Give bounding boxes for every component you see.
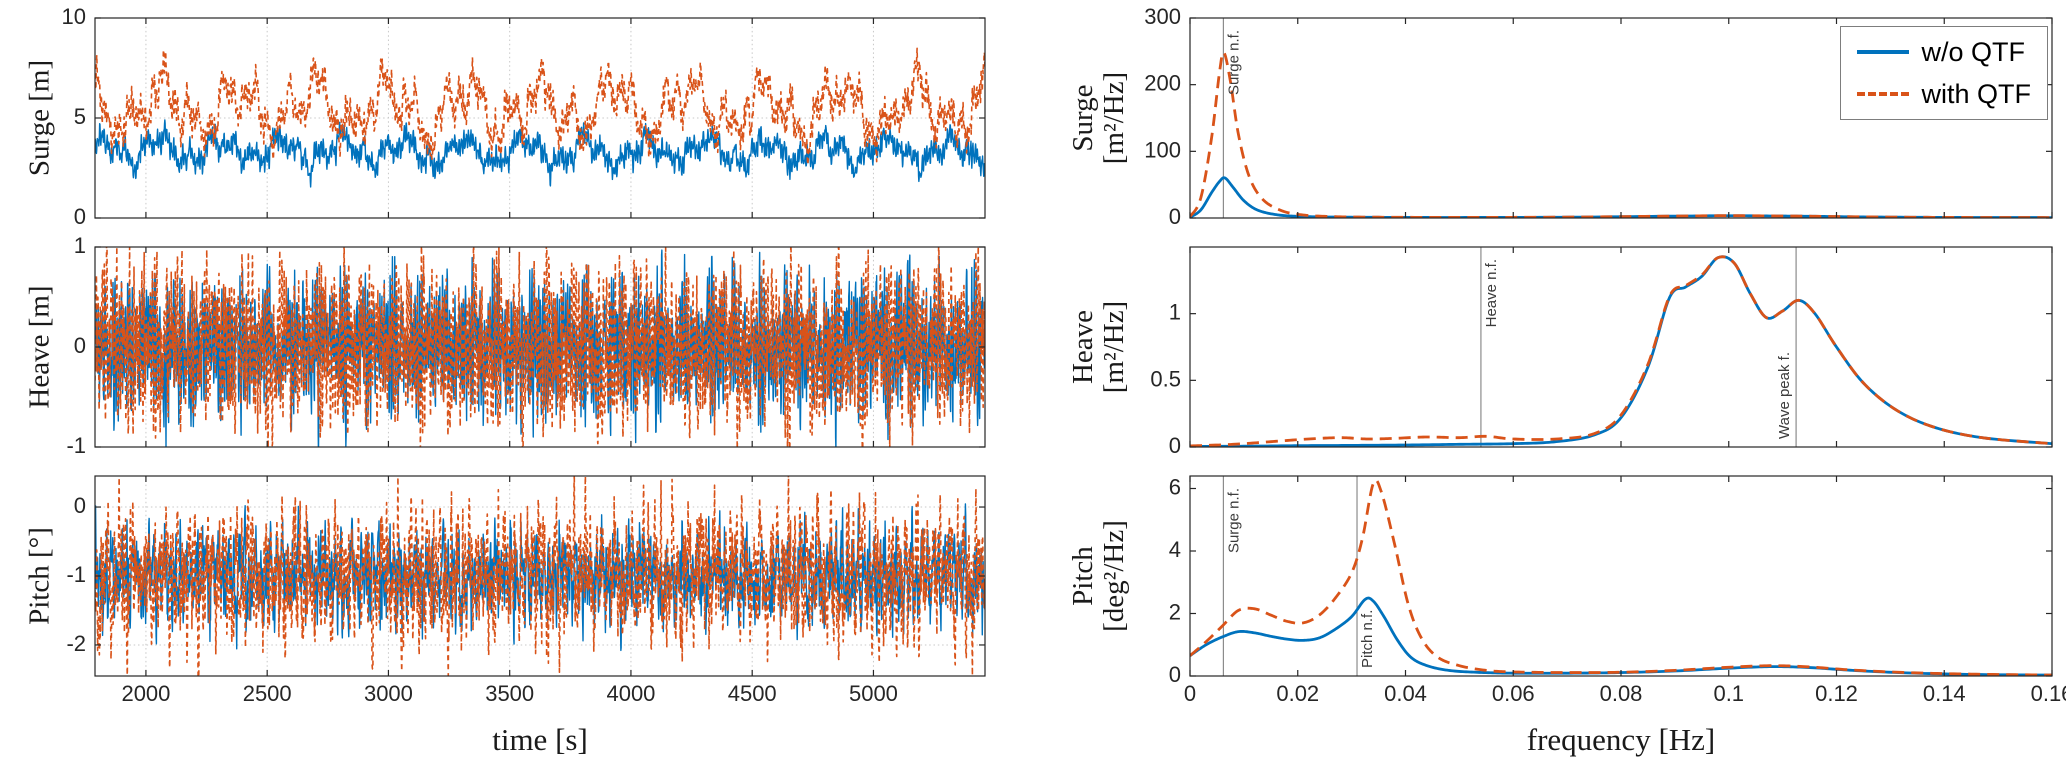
subplot-pitch-spectrum	[1128, 462, 2066, 716]
legend-item-wo-qtf: w/o QTF	[1857, 37, 2031, 67]
ylabel-units: [deg²/Hz]	[1098, 520, 1130, 632]
legend-line-sample-solid	[1857, 50, 1910, 54]
ylabel-text: Heave	[1067, 309, 1099, 385]
ylabel-heave-time: Heave [m]	[23, 285, 56, 409]
ylabel-text: Pitch [°]	[23, 527, 56, 625]
ylabel-heave-spectrum: Heave [m²/Hz]	[1067, 300, 1130, 394]
ylabel-text: Heave [m]	[23, 285, 56, 409]
ylabel-text: Surge [m]	[23, 59, 56, 177]
heave-time-canvas	[33, 233, 999, 461]
ylabel-units: [m²/Hz]	[1098, 71, 1130, 165]
legend-item-with-qtf: with QTF	[1857, 79, 2031, 109]
ylabel-surge-time: Surge [m]	[23, 59, 56, 177]
ylabel-pitch-time: Pitch [°]	[23, 527, 56, 625]
legend-label: w/o QTF	[1921, 37, 2025, 67]
xlabel-time: time [s]	[492, 722, 588, 757]
subplot-surge-time	[33, 4, 999, 232]
pitch-spectrum-canvas	[1128, 462, 2066, 716]
pitch-time-canvas	[33, 462, 999, 716]
surge-time-canvas	[33, 4, 999, 232]
subplot-pitch-time	[33, 462, 999, 716]
legend-line-sample-dashed	[1857, 92, 1910, 96]
ylabel-pitch-spectrum: Pitch [deg²/Hz]	[1067, 520, 1130, 632]
legend: w/o QTF with QTF	[1840, 26, 2048, 120]
subplot-heave-spectrum	[1128, 233, 2066, 461]
heave-spectrum-canvas	[1128, 233, 2066, 461]
ylabel-text: Surge	[1067, 84, 1099, 152]
ylabel-text: Pitch	[1067, 546, 1099, 606]
ylabel-surge-spectrum: Surge [m²/Hz]	[1067, 71, 1130, 165]
xlabel-frequency: frequency [Hz]	[1526, 722, 1716, 757]
subplot-heave-time	[33, 233, 999, 461]
legend-label: with QTF	[1921, 79, 2031, 109]
ylabel-units: [m²/Hz]	[1098, 300, 1130, 394]
